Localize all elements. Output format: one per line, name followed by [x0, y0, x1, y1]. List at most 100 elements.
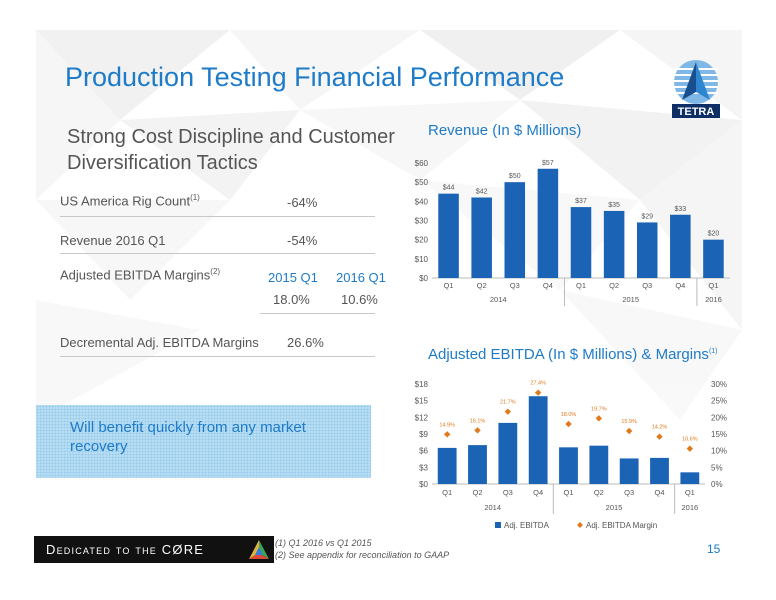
divider: [60, 216, 375, 217]
callout-box: Will benefit quickly from any market rec…: [36, 405, 371, 478]
ebitda-bar: [650, 457, 669, 484]
legend-ebitda-label: Adj. EBITDA: [504, 521, 550, 530]
margin-data-label: 14.9%: [439, 422, 455, 428]
legend-bar-swatch: [495, 522, 501, 528]
revenue-x-tick-label: Q4: [543, 281, 553, 290]
margin-data-label: 21.7%: [500, 400, 516, 406]
revenue-data-label: $37: [575, 198, 587, 205]
revenue-chart: $0 $10 $20 $30 $40 $50 $60 $44 Q1 $42 Q2 $50 Q3 $57 Q4…: [415, 159, 730, 306]
footnote-ref-1: (1): [708, 348, 718, 355]
metric-col1-value: 18.0%: [273, 292, 310, 307]
revenue-x-tick-label: Q2: [477, 281, 487, 290]
ebitda-y2-tick-label: 20%: [711, 413, 727, 422]
callout-text: Will benefit quickly from any market rec…: [70, 419, 306, 455]
revenue-data-label: $57: [542, 160, 554, 167]
ebitda-y2-tick-label: 25%: [711, 397, 727, 406]
ebitda-bar: [437, 447, 457, 484]
ebitda-y-tick-label: $0: [419, 480, 428, 489]
revenue-year-label: 2016: [705, 295, 722, 304]
margin-marker: [656, 433, 663, 440]
ebitda-y-tick-label: $18: [415, 380, 429, 389]
revenue-x-tick-label: Q1: [708, 281, 718, 290]
ebitda-y2-tick-label: 30%: [711, 380, 727, 389]
revenue-y-tick-label: $60: [415, 159, 429, 168]
margin-marker: [686, 445, 694, 452]
revenue-year-label: 2015: [622, 295, 639, 304]
footnote-ref-1: (1): [190, 193, 200, 202]
revenue-x-tick-label: Q3: [510, 281, 520, 290]
revenue-bar: [471, 197, 492, 278]
revenue-bar: [504, 182, 526, 278]
ebitda-bar: [468, 445, 487, 484]
revenue-x-tick-label: Q3: [642, 281, 652, 290]
margin-marker: [565, 420, 572, 428]
ebitda-x-tick-label: Q1: [685, 488, 695, 497]
revenue-x-tick-label: Q1: [444, 281, 454, 290]
metric-revenue-value: -54%: [287, 233, 318, 248]
metric-revenue-label: Revenue 2016 Q1: [60, 233, 166, 248]
revenue-bar: [537, 168, 559, 278]
margin-data-label: 27.4%: [530, 381, 546, 387]
ebitda-year-label: 2016: [681, 503, 698, 512]
margin-marker: [504, 408, 512, 415]
revenue-data-label: $44: [443, 185, 455, 192]
metric-col2-header: 2016 Q1: [336, 270, 386, 285]
ebitda-x-tick-label: Q4: [654, 488, 664, 497]
ebitda-y-tick-label: $3: [419, 463, 428, 472]
revenue-y-tick-label: $0: [419, 274, 428, 283]
ebitda-x-tick-label: Q3: [503, 488, 513, 497]
footnote-1: (1) Q1 2016 vs Q1 2015: [275, 538, 372, 548]
ebitda-x-tick-label: Q1: [442, 488, 452, 497]
ebitda-x-tick-label: Q3: [624, 488, 634, 497]
revenue-y-tick-label: $50: [415, 178, 429, 187]
revenue-data-label: $20: [708, 231, 720, 238]
legend-margin-swatch: [577, 522, 583, 528]
metric-decremental-value: 26.6%: [287, 335, 324, 350]
ebitda-bar: [680, 472, 700, 484]
revenue-x-tick-label: Q1: [576, 281, 586, 290]
margin-data-label: 15.9%: [621, 419, 637, 425]
tetra-logo: TETRA: [672, 60, 720, 118]
revenue-bar: [670, 214, 691, 278]
ebitda-y-tick-label: $12: [415, 413, 429, 422]
slide-subtitle: Strong Cost Discipline and Customer Dive…: [67, 126, 395, 174]
ebitda-x-tick-label: Q2: [594, 488, 604, 497]
margin-marker: [474, 427, 481, 434]
margin-data-label: 14.2%: [652, 425, 668, 431]
ebitda-bar: [619, 458, 639, 484]
margin-marker: [443, 431, 451, 438]
ebitda-bar: [559, 447, 578, 484]
ebitda-y2-tick-label: 10%: [711, 447, 727, 456]
ebitda-x-tick-label: Q1: [563, 488, 573, 497]
ebitda-chart-title: Adjusted EBITDA (In $ Millions) & Margin…: [428, 346, 718, 363]
banner-text: Dedicated to the CØRE: [46, 542, 205, 557]
ebitda-y-tick-label: $15: [415, 397, 429, 406]
revenue-bar: [636, 222, 658, 278]
ebitda-bar: [528, 396, 548, 484]
metric-ebitda-text: Adjusted EBITDA Margins: [60, 267, 211, 283]
revenue-chart-title: Revenue (In $ Millions): [428, 122, 582, 139]
divider: [260, 313, 375, 314]
ebitda-x-tick-label: Q4: [533, 488, 543, 497]
ebitda-year-label: 2014: [484, 503, 501, 512]
footnote-2: (2) See appendix for reconciliation to G…: [275, 550, 450, 560]
revenue-bar: [438, 193, 459, 278]
revenue-x-tick-label: Q4: [675, 281, 685, 290]
margin-data-label: 16.1%: [470, 418, 486, 424]
revenue-year-label: 2014: [490, 295, 507, 304]
slide-title: Production Testing Financial Performance: [65, 62, 565, 92]
ebitda-y2-tick-label: 15%: [711, 430, 727, 439]
revenue-y-tick-label: $40: [415, 197, 429, 206]
dedicated-banner: Dedicated to the CØRE: [34, 536, 274, 563]
ebitda-y2-tick-label: 5%: [711, 463, 723, 472]
metric-col2-value: 10.6%: [341, 292, 378, 307]
revenue-bar: [570, 207, 592, 278]
metric-rig-count-value: -64%: [287, 195, 318, 210]
footnote-ref-2: (2): [210, 267, 221, 276]
legend-margin-label: Adj. EBITDA Margin: [586, 521, 657, 530]
divider: [60, 253, 375, 254]
ebitda-year-label: 2015: [606, 503, 623, 512]
ebitda-chart-title-text: Adjusted EBITDA (In $ Millions) & Margin…: [428, 346, 709, 363]
page-number: 15: [707, 542, 721, 556]
